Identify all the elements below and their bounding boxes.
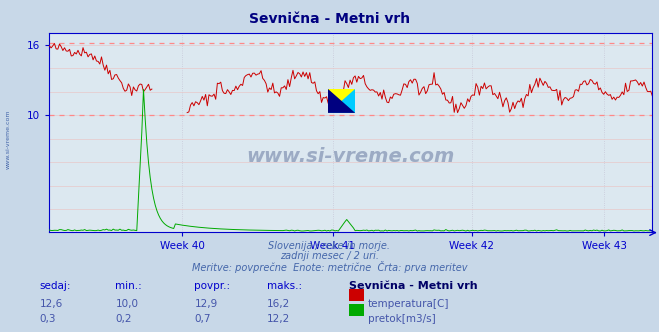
Text: zadnji mesec / 2 uri.: zadnji mesec / 2 uri.	[280, 251, 379, 261]
Text: www.si-vreme.com: www.si-vreme.com	[246, 147, 455, 166]
Text: 12,6: 12,6	[40, 299, 63, 309]
Text: Meritve: povprečne  Enote: metrične  Črta: prva meritev: Meritve: povprečne Enote: metrične Črta:…	[192, 261, 467, 273]
Text: www.si-vreme.com: www.si-vreme.com	[5, 110, 11, 169]
Bar	[349, 289, 364, 301]
Polygon shape	[328, 89, 355, 113]
Text: min.:: min.:	[115, 281, 142, 290]
Text: Sevnična - Metni vrh: Sevnična - Metni vrh	[249, 12, 410, 26]
Text: temperatura[C]: temperatura[C]	[368, 299, 449, 309]
Text: 10,0: 10,0	[115, 299, 138, 309]
Text: Slovenija / reke in morje.: Slovenija / reke in morje.	[268, 241, 391, 251]
Text: Sevnična - Metni vrh: Sevnična - Metni vrh	[349, 281, 478, 290]
Text: pretok[m3/s]: pretok[m3/s]	[368, 314, 436, 324]
Text: 0,3: 0,3	[40, 314, 56, 324]
Polygon shape	[328, 89, 355, 113]
Bar	[349, 304, 364, 316]
Text: 12,9: 12,9	[194, 299, 217, 309]
Text: 0,2: 0,2	[115, 314, 132, 324]
Text: 12,2: 12,2	[267, 314, 290, 324]
FancyBboxPatch shape	[328, 89, 355, 113]
Text: maks.:: maks.:	[267, 281, 302, 290]
Text: sedaj:: sedaj:	[40, 281, 71, 290]
Text: 16,2: 16,2	[267, 299, 290, 309]
Text: povpr.:: povpr.:	[194, 281, 231, 290]
Text: 0,7: 0,7	[194, 314, 211, 324]
